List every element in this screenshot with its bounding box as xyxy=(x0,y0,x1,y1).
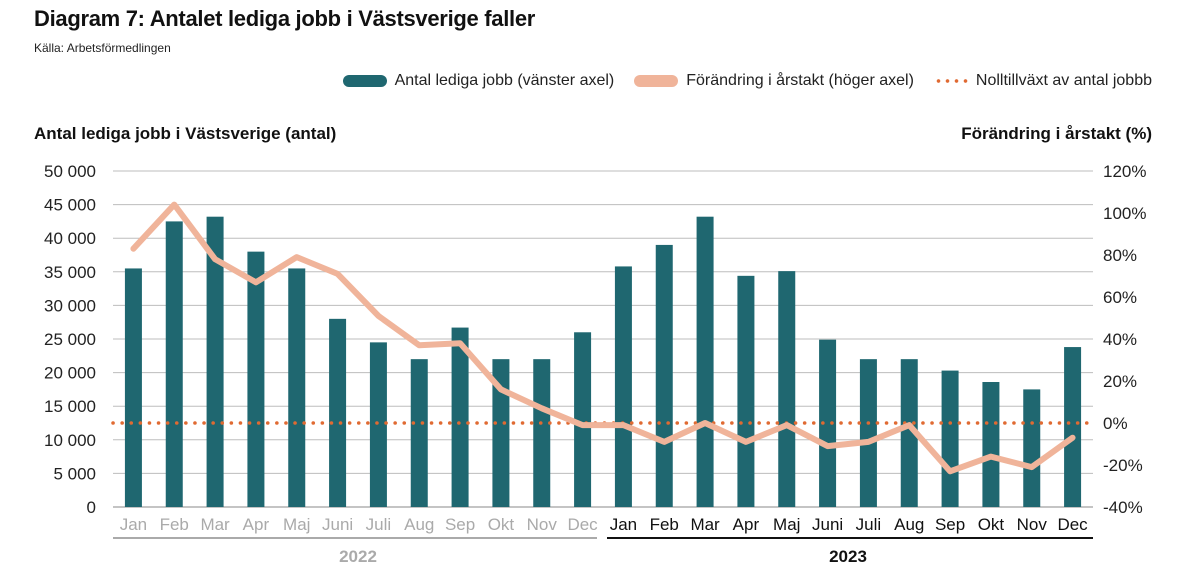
left-tick-label: 30 000 xyxy=(44,296,96,315)
legend-zero-swatch xyxy=(933,79,968,83)
bar xyxy=(124,268,142,507)
x-tick-label: Mar xyxy=(200,515,230,534)
bar xyxy=(696,216,714,508)
x-tick-label: Sep xyxy=(445,515,475,534)
legend: Antal lediga jobb (vänster axel) Förändr… xyxy=(331,72,1152,90)
right-axis-title: Förändring i årstakt (%) xyxy=(961,124,1152,143)
legend-bar-swatch xyxy=(342,75,387,87)
bar xyxy=(1064,347,1082,507)
bar xyxy=(655,244,673,508)
right-tick-label: 20% xyxy=(1103,372,1137,391)
bar xyxy=(329,318,347,507)
x-tick-label: Okt xyxy=(978,515,1005,534)
right-tick-label: 0% xyxy=(1103,414,1128,433)
left-tick-label: 20 000 xyxy=(44,364,96,383)
right-tick-label: 60% xyxy=(1103,288,1137,307)
left-tick-label: 5 000 xyxy=(53,464,96,483)
bar xyxy=(900,359,918,507)
bar xyxy=(247,251,265,507)
chart-source: Källa: Arbetsförmedlingen xyxy=(34,41,171,55)
bar xyxy=(1023,389,1041,507)
left-tick-label: 10 000 xyxy=(44,431,96,450)
legend-line: Förändring i årstakt (höger axel) xyxy=(686,72,914,89)
legend-line-swatch xyxy=(634,75,679,87)
left-tick-label: 25 000 xyxy=(44,330,96,349)
x-tick-label: Mar xyxy=(690,515,720,534)
x-tick-label: Maj xyxy=(283,515,310,534)
right-tick-label: 80% xyxy=(1103,246,1137,265)
bar xyxy=(982,382,1000,507)
year-label: 2023 xyxy=(829,547,867,566)
x-tick-label: Aug xyxy=(404,515,434,534)
x-tick-label: Apr xyxy=(733,515,760,534)
left-tick-label: 40 000 xyxy=(44,229,96,248)
x-tick-label: Juli xyxy=(856,515,882,534)
bar xyxy=(288,268,306,507)
bar xyxy=(533,359,551,507)
x-tick-label: Nov xyxy=(527,515,558,534)
x-tick-label: Maj xyxy=(773,515,800,534)
right-tick-label: 100% xyxy=(1103,204,1146,223)
x-tick-label: Sep xyxy=(935,515,965,534)
bar xyxy=(574,332,592,507)
bar xyxy=(492,359,510,507)
bar xyxy=(778,271,796,507)
bar xyxy=(737,275,755,507)
x-tick-label: Juni xyxy=(812,515,843,534)
bar xyxy=(369,342,387,507)
bar xyxy=(941,370,959,507)
legend-zero: Nolltillväxt av antal jobbb xyxy=(975,72,1152,89)
x-tick-label: Apr xyxy=(243,515,270,534)
x-tick-label: Aug xyxy=(894,515,924,534)
left-tick-label: 15 000 xyxy=(44,397,96,416)
x-tick-label: Feb xyxy=(160,515,189,534)
bar xyxy=(451,327,469,507)
left-tick-label: 0 xyxy=(87,498,96,517)
year-label: 2022 xyxy=(339,547,377,566)
x-tick-label: Dec xyxy=(567,515,598,534)
x-tick-label: Nov xyxy=(1017,515,1048,534)
bar xyxy=(165,221,183,507)
bar xyxy=(206,216,224,508)
x-tick-label: Dec xyxy=(1057,515,1088,534)
right-tick-label: 120% xyxy=(1103,162,1146,181)
right-tick-label: -20% xyxy=(1103,456,1143,475)
legend-bars: Antal lediga jobb (vänster axel) xyxy=(394,72,615,89)
left-tick-label: 45 000 xyxy=(44,196,96,215)
chart-title: Diagram 7: Antalet lediga jobb i Västsve… xyxy=(34,6,536,31)
x-tick-label: Jan xyxy=(120,515,147,534)
x-tick-label: Juni xyxy=(322,515,353,534)
right-tick-label: -40% xyxy=(1103,498,1143,517)
bar xyxy=(614,266,632,507)
left-tick-label: 35 000 xyxy=(44,263,96,282)
x-tick-label: Jan xyxy=(610,515,637,534)
x-tick-label: Feb xyxy=(650,515,679,534)
left-axis-title: Antal lediga jobb i Västsverige (antal) xyxy=(34,124,337,143)
change-line xyxy=(130,201,1076,475)
x-tick-label: Okt xyxy=(488,515,515,534)
right-tick-label: 40% xyxy=(1103,330,1137,349)
bar xyxy=(819,339,837,507)
bar xyxy=(859,359,877,507)
bar xyxy=(410,359,428,507)
x-tick-label: Juli xyxy=(366,515,392,534)
left-tick-label: 50 000 xyxy=(44,162,96,181)
